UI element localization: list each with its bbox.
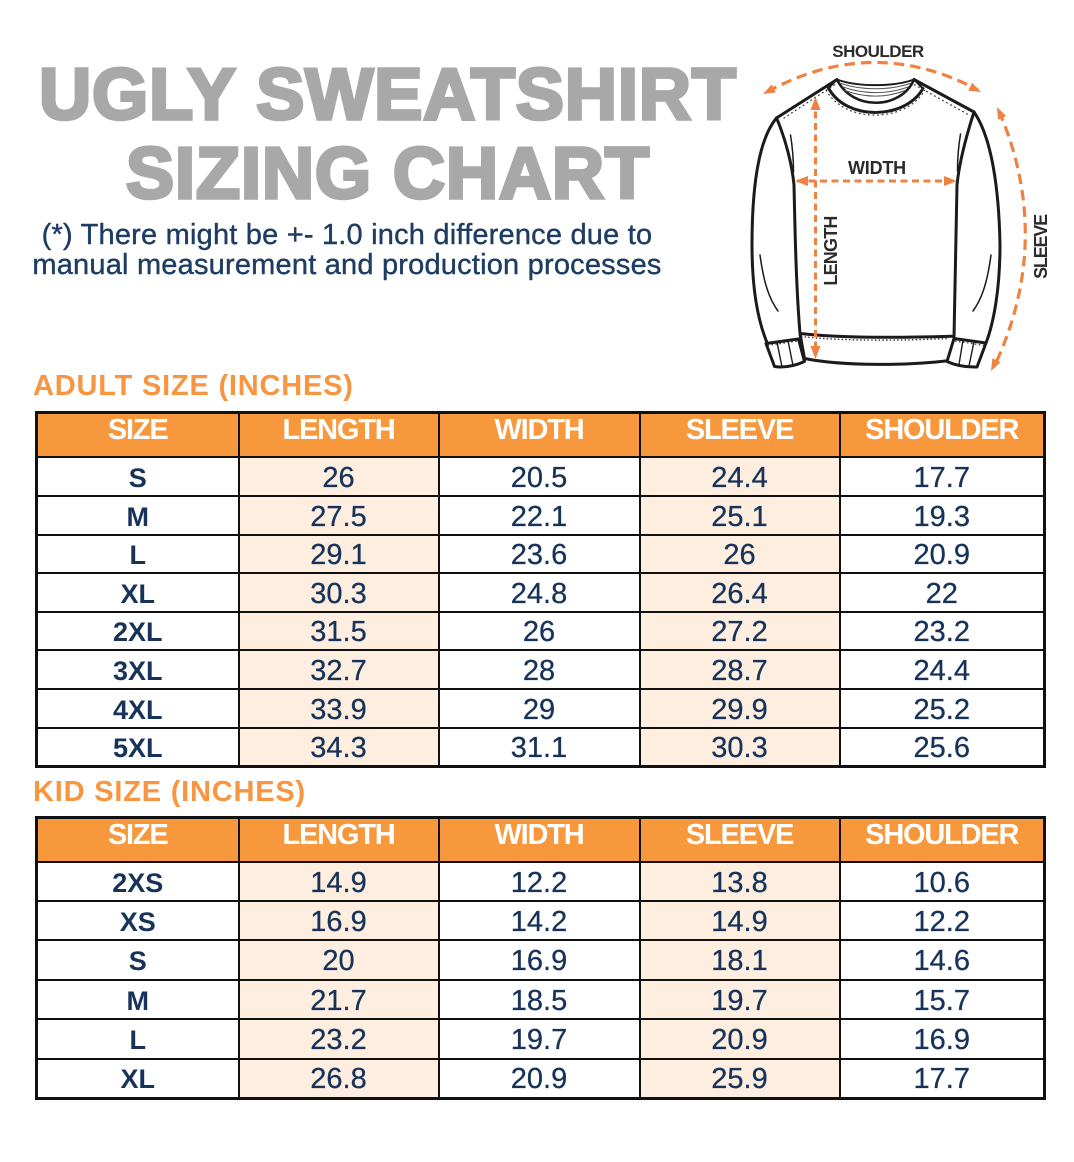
svg-text:WIDTH: WIDTH [848, 158, 906, 178]
svg-text:SLEEVE: SLEEVE [1031, 214, 1051, 279]
svg-text:SHOULDER: SHOULDER [832, 42, 924, 61]
svg-text:LENGTH: LENGTH [821, 216, 841, 285]
